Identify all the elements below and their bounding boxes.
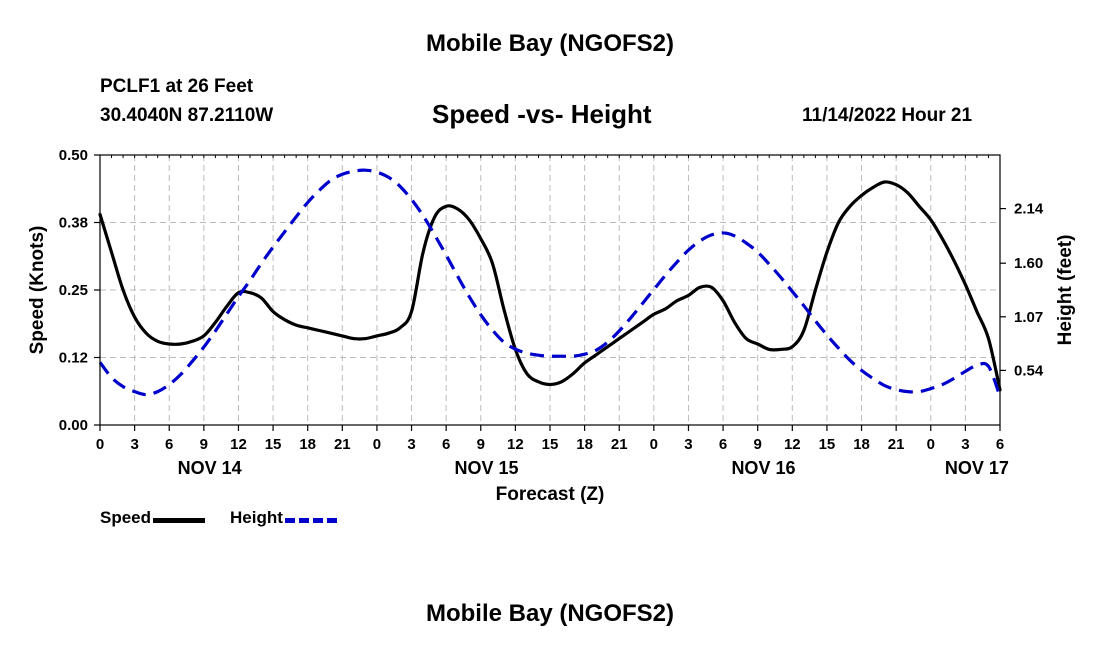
footer-title: Mobile Bay (NGOFS2) — [425, 600, 675, 627]
y-axis-right-label: Height (feet) — [1055, 235, 1076, 346]
y-right-tick-label: 0.54 — [1014, 362, 1044, 379]
y-left-tick-label: 0.00 — [59, 417, 88, 434]
x-date-label: NOV 16 — [731, 458, 795, 478]
x-axis-label: Forecast (Z) — [496, 484, 605, 505]
x-tick-label: 3 — [130, 436, 138, 453]
legend-speed-swatch — [153, 517, 206, 523]
x-tick-label: 9 — [477, 436, 485, 453]
x-tick-label: 3 — [961, 436, 969, 453]
x-tick-label: 18 — [576, 436, 593, 453]
y-left-tick-label: 0.38 — [59, 215, 88, 232]
x-tick-label: 15 — [542, 436, 559, 453]
y-left-tick-label: 0.50 — [59, 147, 88, 164]
legend-speed-label: Speed — [100, 508, 152, 527]
x-tick-label: 9 — [200, 436, 208, 453]
series-line-speed — [98, 180, 1002, 392]
x-tick-label: 12 — [230, 436, 247, 453]
x-tick-label: 12 — [507, 436, 524, 453]
x-date-label: NOV 15 — [455, 458, 519, 478]
series — [98, 168, 1002, 398]
x-tick-label: 0 — [927, 436, 935, 453]
y-axis-left-label: Speed (Knots) — [27, 226, 48, 355]
x-tick-label: 15 — [819, 436, 836, 453]
legend-height-swatch — [284, 517, 337, 523]
y-left-tick-label: 0.25 — [59, 282, 88, 299]
x-tick-label: 0 — [650, 436, 658, 453]
x-tick-label: 15 — [265, 436, 282, 453]
x-tick-label: 0 — [373, 436, 381, 453]
forecast-datetime: 11/14/2022 Hour 21 — [802, 105, 973, 126]
x-tick-label: 18 — [853, 436, 870, 453]
y-right-tick-label: 1.07 — [1014, 309, 1043, 326]
x-tick-label: 18 — [299, 436, 316, 453]
x-tick-label: 6 — [996, 436, 1004, 453]
x-date-label: NOV 17 — [945, 458, 1009, 478]
legend-speed: Speed — [100, 508, 206, 528]
x-tick-label: 3 — [684, 436, 692, 453]
x-tick-label: 0 — [96, 436, 104, 453]
chart-title: Mobile Bay (NGOFS2) — [425, 30, 675, 57]
legend-height: Height — [230, 508, 337, 528]
x-tick-label: 21 — [888, 436, 905, 453]
x-tick-label: 6 — [719, 436, 727, 453]
axes: 0 3 6 9 12 15 18 21 0 3 6 9 12 15 18 21 0 3 6 9 12 15 18 21 0 3 6N… — [59, 147, 1044, 478]
y-left-tick-label: 0.12 — [59, 350, 88, 367]
x-tick-label: 6 — [442, 436, 450, 453]
x-tick-label: 21 — [334, 436, 351, 453]
y-right-tick-label: 1.60 — [1014, 255, 1043, 272]
x-tick-label: 12 — [784, 436, 801, 453]
legend-height-label: Height — [230, 508, 283, 527]
series-line-height — [98, 168, 1002, 398]
y-right-tick-label: 2.14 — [1014, 201, 1044, 218]
x-tick-label: 6 — [165, 436, 173, 453]
x-tick-label: 9 — [754, 436, 762, 453]
x-tick-label: 3 — [407, 436, 415, 453]
chart-subtitle: Speed -vs- Height — [432, 99, 652, 129]
grid — [100, 155, 1000, 425]
station-label: PCLF1 at 26 Feet — [100, 76, 254, 97]
x-date-label: NOV 14 — [178, 458, 242, 478]
coordinates-label: 30.4040N 87.2110W — [100, 105, 274, 126]
x-tick-label: 21 — [611, 436, 628, 453]
